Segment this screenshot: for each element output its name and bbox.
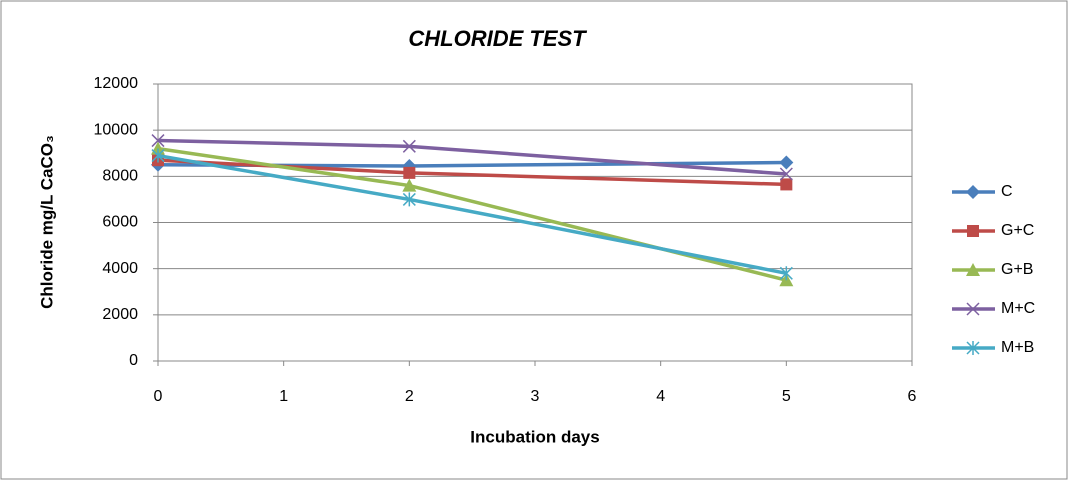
marker (966, 185, 980, 199)
x-tick-label: 4 (656, 388, 665, 405)
marker (779, 155, 794, 170)
x-tick-label: 6 (908, 388, 917, 405)
legend-label: M+C (1001, 300, 1035, 317)
y-tick-label: 8000 (102, 168, 138, 185)
marker (151, 134, 165, 148)
marker (151, 148, 165, 163)
y-tick-label: 4000 (102, 260, 138, 277)
y-axis-title: Chloride mg/L CaCO₃ (37, 135, 56, 309)
x-tick-label: 0 (154, 388, 163, 405)
x-tick-label: 2 (405, 388, 414, 405)
legend-label: M+B (1001, 339, 1034, 356)
marker (779, 167, 793, 181)
legend-label: C (1001, 183, 1013, 200)
y-tick-label: 2000 (102, 306, 138, 323)
legend-label: G+B (1001, 261, 1033, 278)
marker (779, 266, 793, 281)
marker (403, 166, 416, 179)
marker (780, 178, 793, 191)
marker (402, 178, 417, 192)
marker (966, 263, 980, 276)
x-tick-label: 3 (531, 388, 540, 405)
chart-title: CHLORIDE TEST (408, 26, 587, 51)
marker (967, 225, 979, 237)
marker (402, 192, 416, 207)
x-tick-label: 5 (782, 388, 791, 405)
y-tick-label: 0 (129, 352, 138, 369)
x-axis-title: Incubation days (470, 427, 599, 446)
y-tick-label: 10000 (94, 121, 139, 138)
marker (402, 139, 416, 153)
marker (966, 302, 980, 316)
legend-label: G+C (1001, 222, 1034, 239)
marker (966, 341, 980, 355)
y-tick-label: 12000 (94, 75, 139, 92)
x-tick-label: 1 (279, 388, 288, 405)
y-tick-label: 6000 (102, 214, 138, 231)
